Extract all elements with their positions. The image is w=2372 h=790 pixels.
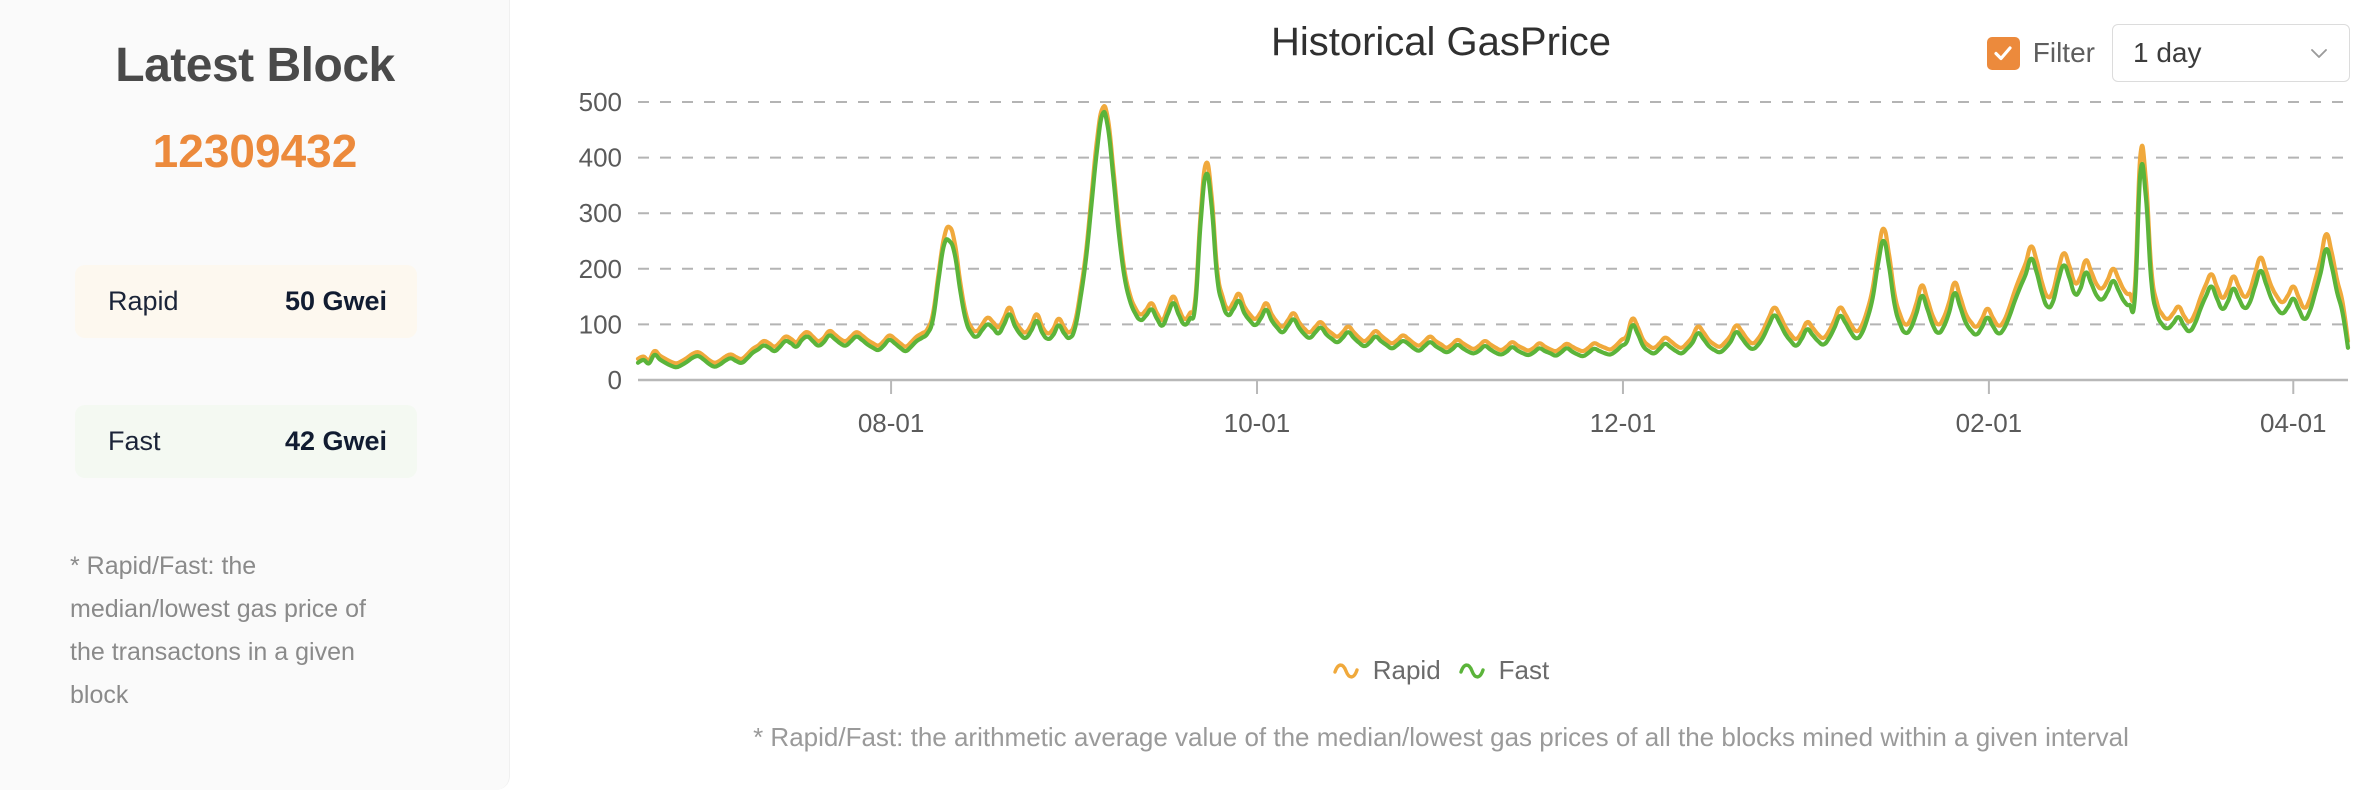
- y-axis-tick-label: 300: [579, 198, 622, 228]
- chart-panel: Historical GasPrice Filter 1 day 0 100 200…: [510, 0, 2372, 790]
- interval-dropdown[interactable]: 1 day: [2112, 24, 2350, 82]
- x-axis-tick-label: 08-01: [858, 408, 925, 438]
- sidebar-footnote: * Rapid/Fast: the median/lowest gas pric…: [70, 552, 366, 709]
- x-axis-tick-label: 04-01: [2260, 408, 2327, 438]
- legend-label-rapid: Rapid: [1372, 655, 1441, 685]
- legend-item-fast[interactable]: Fast: [1458, 655, 1550, 686]
- gas-price-line-chart: 0 100 200 300 400 500 08-01 10-01 12-01 02-01 04-0…: [579, 87, 2351, 438]
- legend-item-rapid[interactable]: Rapid: [1333, 655, 1441, 686]
- gas-card-fast: Fast 42 Gwei: [75, 405, 417, 478]
- y-axis-tick-label: 0: [608, 365, 622, 395]
- x-axis-tick-label: 10-01: [1224, 408, 1291, 438]
- gas-card-rapid: Rapid 50 Gwei: [75, 265, 417, 338]
- chart-footnote: * Rapid/Fast: the arithmetic average val…: [753, 722, 2129, 752]
- gas-card-rapid-value: 50 Gwei: [284, 286, 387, 316]
- chevron-down-icon: [2311, 49, 2327, 58]
- latest-block-sidebar: Latest Block 12309432 Rapid 50 Gwei Fast…: [0, 0, 510, 790]
- gas-card-fast-label: Fast: [108, 426, 161, 456]
- chart-legend: Rapid Fast: [510, 655, 2372, 686]
- chart-title: Historical GasPrice: [1270, 20, 1612, 64]
- legend-label-fast: Fast: [1498, 655, 1550, 685]
- rapid-line-icon: [1333, 662, 1359, 679]
- gas-card-rapid-label: Rapid: [108, 286, 179, 316]
- page-title: Latest Block: [115, 39, 395, 92]
- gas-card-fast-value: 42 Gwei: [284, 426, 387, 456]
- x-axis-tick-label: 02-01: [1956, 408, 2023, 438]
- filter-checkbox[interactable]: [1986, 36, 2020, 70]
- latest-block-number: 12309432: [152, 125, 358, 177]
- chart-plot-area: 0 100 200 300 400 500 08-01 10-01 12-01 02-01 04-0…: [510, 80, 2372, 640]
- y-axis-tick-label: 400: [579, 143, 622, 173]
- series-line-rapid: [635, 104, 2351, 366]
- series-line-fast: [635, 109, 2351, 370]
- chart-controls: Filter 1 day: [1986, 24, 2350, 82]
- interval-dropdown-value: 1 day: [2133, 37, 2202, 68]
- filter-label: Filter: [2032, 37, 2095, 68]
- y-axis-tick-label: 500: [579, 87, 622, 117]
- y-axis-tick-label: 100: [579, 309, 622, 339]
- y-axis-tick-label: 200: [579, 254, 622, 284]
- fast-line-icon: [1458, 662, 1485, 679]
- x-axis-tick-label: 12-01: [1590, 408, 1657, 438]
